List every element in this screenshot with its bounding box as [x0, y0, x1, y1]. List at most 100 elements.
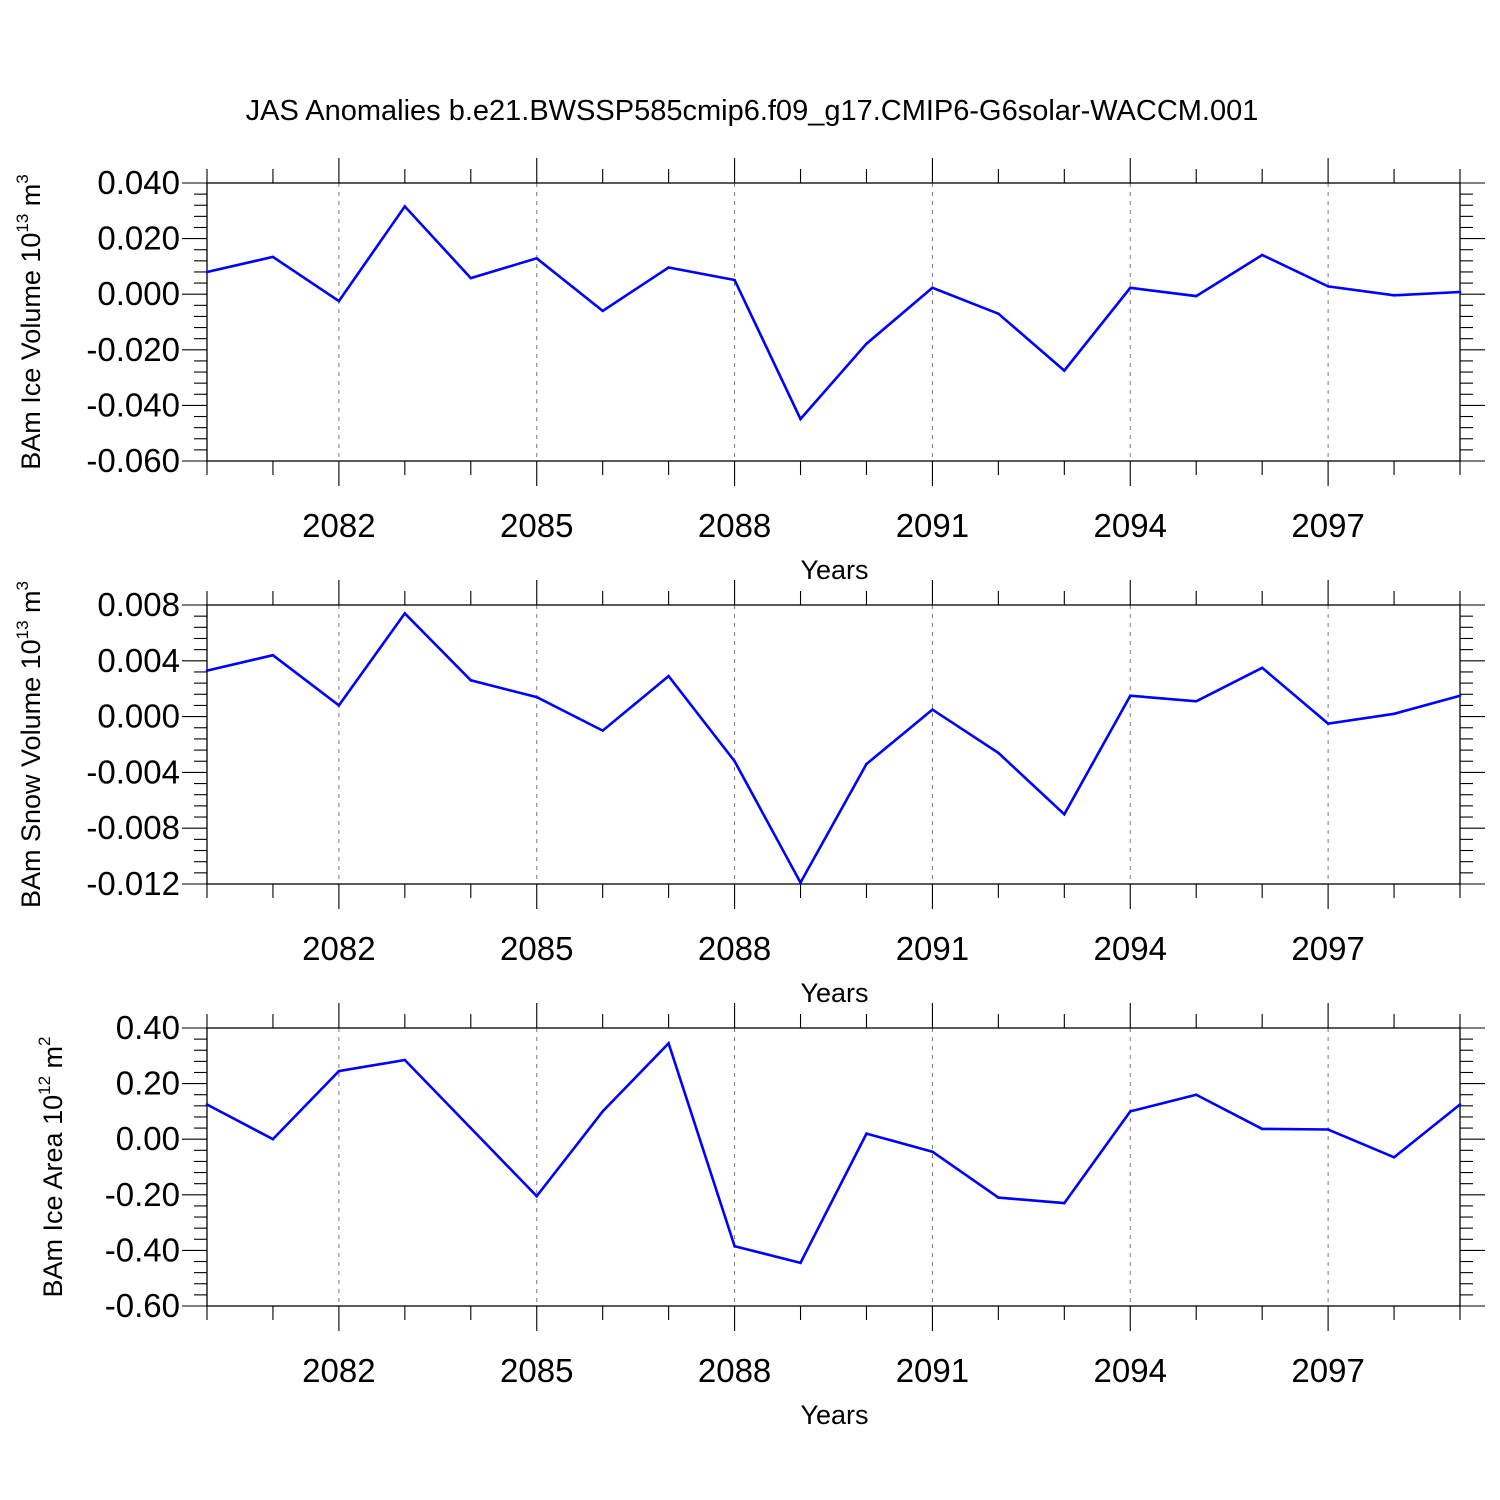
data-point-1-2081: [271, 255, 275, 259]
data-point-2-2088: [733, 759, 736, 763]
data-point-1-2087: [667, 266, 670, 269]
chart-panel-1: 0.040 0.020 0.000 -0.020 -0.040 -0.060 2082 208…: [13, 158, 1485, 585]
data-point-2-2080: [205, 669, 209, 672]
data-point-2-2082: [337, 704, 341, 707]
x-tick-label-3-4: 2094: [1094, 1352, 1167, 1389]
y-tick-label-3-4: -0.40: [105, 1231, 180, 1268]
data-point-3-2098: [1392, 1155, 1396, 1159]
data-point-1-2090: [865, 342, 868, 345]
data-point-1-2099: [1458, 290, 1462, 294]
y-tick-label-2-5: -0.012: [86, 865, 180, 902]
data-point-1-2097: [1326, 285, 1330, 288]
y-tick-label-3-0: 0.40: [116, 1009, 180, 1046]
data-point-2-2093: [1063, 812, 1066, 816]
x-tick-label-2-1: 2085: [500, 930, 573, 967]
y-tick-label-2-1: 0.004: [97, 642, 180, 679]
y-tick-label-3-3: -0.20: [105, 1176, 180, 1213]
x-tick-label-1-2: 2088: [698, 507, 771, 544]
data-point-2-2091: [931, 708, 934, 711]
data-point-1-2088: [733, 278, 736, 282]
data-point-2-2099: [1458, 694, 1462, 697]
data-point-3-2096: [1260, 1127, 1264, 1131]
y-axis-label-1: BAm Ice Volume 1013 m3: [13, 174, 46, 470]
data-point-1-2083: [403, 205, 407, 208]
x-tick-label-2-5: 2097: [1291, 930, 1364, 967]
data-point-3-2094: [1128, 1110, 1132, 1113]
y-tick-label-2-4: -0.008: [86, 809, 180, 846]
chart-panels: 0.040 0.020 0.000 -0.020 -0.040 -0.060 2082 208…: [13, 158, 1485, 1430]
x-tick-label-3-3: 2091: [896, 1352, 969, 1389]
chart-panel-2: 0.008 0.004 0.000 -0.004 -0.008 -0.012 2082 208…: [13, 580, 1485, 1008]
data-point-3-2085: [535, 1194, 539, 1198]
y-tick-label-1-3: -0.020: [86, 331, 180, 368]
y-tick-label-3-5: -0.60: [105, 1287, 180, 1324]
x-tick-label-3-1: 2085: [500, 1352, 573, 1389]
data-point-2-2096: [1260, 666, 1264, 670]
plot-frame-2: [206, 604, 1461, 885]
data-point-2-2090: [865, 762, 868, 766]
y-tick-label-1-1: 0.020: [97, 220, 180, 257]
data-point-3-2095: [1194, 1093, 1198, 1097]
data-point-2-2085: [535, 695, 539, 699]
x-tick-label-1-4: 2094: [1094, 507, 1167, 544]
series-line-1-0: [206, 204, 1461, 422]
y-axis-label-3: BAm Ice Area 1012 m2: [35, 1037, 68, 1298]
data-point-3-2092: [997, 1196, 1000, 1199]
x-tick-label-2-2: 2088: [698, 930, 771, 967]
data-point-3-2093: [1063, 1201, 1066, 1205]
series-line-3-0: [206, 1040, 1461, 1265]
plot-frame-3: [206, 1027, 1461, 1307]
data-point-1-2084: [469, 276, 473, 280]
series-line-2-0: [206, 611, 1461, 886]
x-tick-label-3-5: 2097: [1291, 1352, 1364, 1389]
data-point-2-2086: [601, 729, 604, 732]
data-point-3-2097: [1326, 1128, 1330, 1131]
y-tick-label-1-2: 0.000: [97, 275, 180, 312]
data-point-1-2098: [1392, 294, 1396, 297]
data-point-3-2086: [601, 1110, 604, 1113]
x-tick-label-2-0: 2082: [302, 930, 375, 967]
data-point-3-2090: [865, 1132, 868, 1135]
data-point-2-2095: [1194, 699, 1198, 703]
chart-title: JAS Anomalies b.e21.BWSSP585cmip6.f09_g1…: [246, 95, 1259, 127]
data-point-1-2095: [1194, 294, 1198, 298]
data-point-3-2081: [271, 1137, 275, 1141]
data-point-2-2081: [271, 653, 275, 657]
x-axis-label-2: Years: [800, 978, 868, 1008]
x-tick-label-1-0: 2082: [302, 507, 375, 544]
data-point-3-2082: [337, 1069, 341, 1073]
y-tick-label-3-2: 0.00: [116, 1120, 180, 1157]
data-point-2-2089: [799, 881, 802, 884]
data-point-1-2092: [997, 312, 1000, 315]
data-point-2-2097: [1326, 722, 1330, 725]
chart-panel-3: 0.40 0.20 0.00 -0.20 -0.40 -0.60 2082 2085 2088 2…: [35, 1003, 1485, 1430]
data-point-2-2083: [403, 612, 407, 615]
data-point-1-2093: [1063, 369, 1066, 372]
data-point-1-2085: [535, 257, 539, 260]
data-point-1-2082: [337, 299, 341, 303]
plot-frame-1: [206, 182, 1461, 462]
y-tick-label-2-2: 0.000: [97, 698, 180, 735]
data-point-3-2089: [799, 1261, 802, 1265]
data-point-1-2096: [1260, 253, 1264, 257]
x-tick-label-1-1: 2085: [500, 507, 573, 544]
data-point-1-2094: [1128, 286, 1132, 290]
x-axis-label-1: Years: [800, 555, 868, 585]
data-point-1-2086: [601, 309, 604, 313]
x-tick-label-1-5: 2097: [1291, 507, 1364, 544]
data-point-2-2094: [1128, 694, 1132, 697]
data-point-2-2087: [667, 674, 670, 678]
x-tick-label-2-3: 2091: [896, 930, 969, 967]
y-axis-label-2: BAm Snow Volume 1013 m3: [13, 581, 46, 908]
data-point-3-2088: [733, 1244, 736, 1248]
data-point-1-2091: [931, 286, 934, 290]
y-tick-label-1-4: -0.040: [86, 386, 180, 423]
data-point-1-2089: [799, 417, 802, 421]
data-point-2-2092: [997, 751, 1000, 755]
data-point-2-2098: [1392, 712, 1396, 716]
y-tick-label-2-3: -0.004: [86, 753, 180, 790]
y-tick-label-2-0: 0.008: [97, 586, 180, 623]
data-point-3-2099: [1458, 1103, 1462, 1106]
x-axis-label-3: Years: [800, 1400, 868, 1430]
